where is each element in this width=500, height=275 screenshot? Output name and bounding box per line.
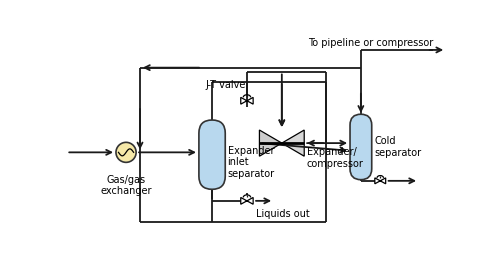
Text: Liquids out: Liquids out (256, 208, 310, 219)
Polygon shape (241, 197, 253, 204)
FancyBboxPatch shape (199, 120, 225, 189)
Polygon shape (241, 97, 253, 104)
Text: J-T valve: J-T valve (205, 80, 246, 90)
Polygon shape (282, 130, 304, 156)
Text: Expander/
compressor: Expander/ compressor (306, 147, 364, 169)
Text: To pipeline or compressor: To pipeline or compressor (308, 38, 433, 48)
Text: Gas/gas
exchanger: Gas/gas exchanger (100, 175, 152, 196)
Text: Expander
inlet
separator: Expander inlet separator (228, 146, 274, 179)
Circle shape (116, 142, 136, 162)
Polygon shape (375, 178, 386, 184)
FancyBboxPatch shape (350, 114, 372, 180)
Text: Cold
separator: Cold separator (375, 136, 422, 158)
Polygon shape (260, 130, 282, 156)
